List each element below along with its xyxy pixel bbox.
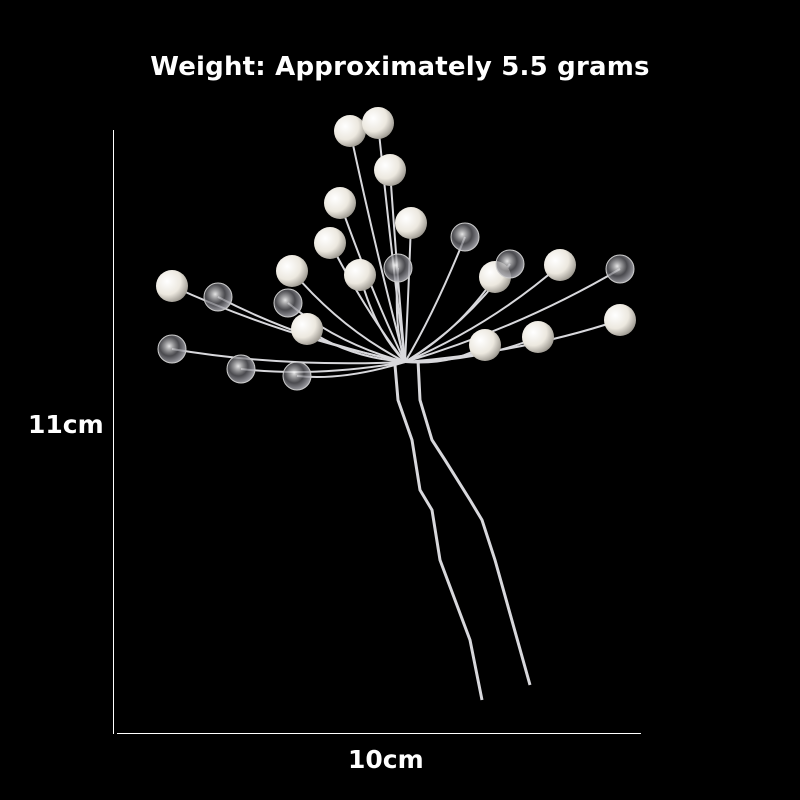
crystal-bead xyxy=(203,282,233,312)
wire-branch xyxy=(404,319,621,363)
wire-branch xyxy=(291,270,406,363)
crystal-bead xyxy=(450,222,480,252)
pearl-bead xyxy=(395,207,427,239)
wire-branch xyxy=(404,236,466,363)
pearl-bead xyxy=(544,249,576,281)
pearl-bead xyxy=(604,304,636,336)
pearl-bead xyxy=(469,329,501,361)
crystal-bead xyxy=(605,254,635,284)
pearl-bead xyxy=(522,321,554,353)
crystal-bead xyxy=(383,253,413,283)
crystal-bead xyxy=(282,361,312,391)
wire-branch xyxy=(404,222,412,363)
pearl-bead xyxy=(334,115,366,147)
pearl-bead xyxy=(344,259,376,291)
height-dimension-line xyxy=(113,130,114,734)
weight-caption: Weight: Approximately 5.5 grams xyxy=(150,52,650,82)
crystal-bead xyxy=(495,249,525,279)
crystal-bead xyxy=(226,354,256,384)
pearl-bead xyxy=(291,313,323,345)
wire-branch xyxy=(339,202,406,363)
pearl-bead xyxy=(374,154,406,186)
width-label: 10cm xyxy=(348,745,424,774)
pearl-bead xyxy=(276,255,308,287)
wire-branch xyxy=(404,268,621,363)
width-dimension-line xyxy=(117,733,641,734)
pearl-bead xyxy=(324,187,356,219)
pearl-bead xyxy=(362,107,394,139)
pearl-bead xyxy=(314,227,346,259)
pearl-bead xyxy=(156,270,188,302)
height-label: 11cm xyxy=(28,410,104,439)
wire-branch xyxy=(171,348,406,365)
pin-prongs xyxy=(393,359,532,701)
crystal-bead xyxy=(157,334,187,364)
wire-branch xyxy=(240,361,406,373)
wire-branch xyxy=(404,264,561,363)
crystal-bead xyxy=(273,288,303,318)
